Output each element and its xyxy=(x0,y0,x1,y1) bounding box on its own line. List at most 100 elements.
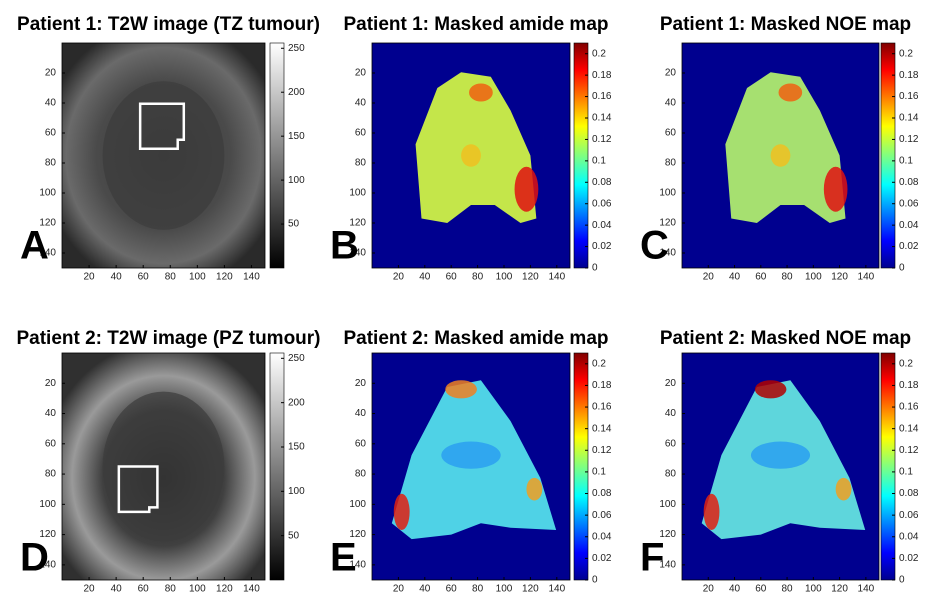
colorbar-tick-label: 0.04 xyxy=(899,220,919,231)
y-tick-label: 60 xyxy=(665,128,677,139)
map-hotspot xyxy=(445,380,477,399)
y-tick-label: 120 xyxy=(39,218,56,229)
y-tick-label: 80 xyxy=(355,158,367,169)
x-tick-label: 40 xyxy=(111,272,123,283)
colorbar xyxy=(269,352,285,581)
y-tick-label: 140 xyxy=(349,248,366,259)
panel-letter: A xyxy=(20,224,49,268)
colorbar xyxy=(573,42,589,269)
colorbar-tick-label: 0.2 xyxy=(592,358,606,369)
map-hotspot xyxy=(393,493,410,531)
x-tick-label: 120 xyxy=(522,584,539,595)
colorbar-tick-label: 0.14 xyxy=(592,113,612,124)
colorbar-tick-label: 0.18 xyxy=(592,70,612,81)
panel-letter: B xyxy=(330,224,359,268)
map-hotspot xyxy=(754,380,787,399)
panel-title: Patient 2: T2W image (PZ tumour) xyxy=(16,328,320,349)
y-tick-label: 120 xyxy=(349,218,366,229)
colorbar-tick-label: 150 xyxy=(288,442,305,453)
y-tick-label: 120 xyxy=(659,529,676,540)
x-tick-label: 80 xyxy=(782,584,794,595)
colorbar-tick-label: 0.12 xyxy=(899,445,919,456)
map-hotspot xyxy=(461,144,481,167)
y-tick-label: 120 xyxy=(659,218,676,229)
colorbar-tick-label: 0.18 xyxy=(592,380,612,391)
x-tick-label: 140 xyxy=(243,272,260,283)
y-tick-label: 20 xyxy=(355,68,367,79)
x-tick-label: 40 xyxy=(729,584,741,595)
colorbar-tick-label: 50 xyxy=(288,530,300,541)
map-hotspot xyxy=(703,493,720,531)
panel-letter: E xyxy=(330,536,357,580)
colorbar-tick-label: 0.02 xyxy=(592,553,612,564)
colorbar-tick-label: 0.14 xyxy=(899,113,919,124)
x-tick-label: 40 xyxy=(419,272,431,283)
map-hotspot xyxy=(441,441,501,469)
colorbar-tick-label: 0.1 xyxy=(592,155,606,166)
y-tick-label: 140 xyxy=(349,560,366,571)
x-tick-label: 100 xyxy=(189,272,206,283)
y-tick-label: 80 xyxy=(45,469,57,480)
x-tick-label: 60 xyxy=(138,272,150,283)
x-tick-label: 80 xyxy=(165,584,177,595)
plot-frame xyxy=(371,42,571,269)
y-tick-label: 20 xyxy=(665,68,677,79)
colorbar-tick-label: 0.08 xyxy=(592,177,612,188)
roi-outline xyxy=(117,465,159,514)
x-tick-label: 20 xyxy=(393,584,405,595)
y-tick-label: 80 xyxy=(665,469,677,480)
x-tick-label: 100 xyxy=(805,584,822,595)
colorbar-tick-label: 50 xyxy=(288,219,300,230)
colorbar-tick-label: 0.06 xyxy=(592,510,612,521)
colorbar-tick-label: 0.04 xyxy=(592,531,612,542)
x-tick-label: 20 xyxy=(84,584,96,595)
map-hotspot xyxy=(526,477,543,501)
x-tick-label: 140 xyxy=(858,584,875,595)
y-tick-label: 20 xyxy=(45,378,57,389)
y-tick-label: 60 xyxy=(45,128,57,139)
x-tick-label: 20 xyxy=(703,272,715,283)
x-tick-label: 100 xyxy=(189,584,206,595)
colorbar-tick-label: 0.06 xyxy=(899,510,919,521)
colorbar-tick-label: 0 xyxy=(899,575,905,586)
colorbar-tick-label: 100 xyxy=(288,175,305,186)
x-tick-label: 60 xyxy=(138,584,150,595)
colorbar-tick-label: 0.08 xyxy=(899,488,919,499)
colorbar-tick-label: 0.1 xyxy=(592,467,606,478)
x-tick-label: 120 xyxy=(522,272,539,283)
map-hotspot xyxy=(835,477,852,501)
colorbar-tick-label: 0.16 xyxy=(592,402,612,413)
plot-frame xyxy=(61,42,266,269)
x-tick-label: 80 xyxy=(782,272,794,283)
colorbar-tick-label: 0.12 xyxy=(899,134,919,145)
map-hotspot xyxy=(514,166,539,212)
colorbar-tick-label: 250 xyxy=(288,353,305,364)
colorbar-tick-label: 0.16 xyxy=(899,91,919,102)
colorbar-tick-label: 0.2 xyxy=(899,48,913,59)
x-tick-label: 40 xyxy=(111,584,123,595)
colorbar-tick-label: 250 xyxy=(288,43,305,54)
colorbar-tick-label: 0.14 xyxy=(592,423,612,434)
colorbar-tick-label: 0.12 xyxy=(592,445,612,456)
colorbar-tick-label: 0.04 xyxy=(899,531,919,542)
colorbar-tick-label: 0.1 xyxy=(899,155,913,166)
colorbar xyxy=(573,352,589,581)
map-hotspot xyxy=(778,83,803,102)
y-tick-label: 80 xyxy=(665,158,677,169)
y-tick-label: 20 xyxy=(355,378,367,389)
y-tick-label: 140 xyxy=(39,560,56,571)
y-tick-label: 40 xyxy=(665,98,677,109)
x-tick-label: 80 xyxy=(165,272,177,283)
colorbar-tick-label: 0.16 xyxy=(899,402,919,413)
y-tick-label: 40 xyxy=(45,408,57,419)
colorbar-tick-label: 0.08 xyxy=(592,488,612,499)
y-tick-label: 40 xyxy=(665,408,677,419)
colorbar-tick-label: 0.04 xyxy=(592,220,612,231)
x-tick-label: 100 xyxy=(805,272,822,283)
y-tick-label: 80 xyxy=(45,158,57,169)
map-hotspot xyxy=(469,83,493,102)
x-tick-label: 120 xyxy=(216,584,233,595)
x-tick-label: 120 xyxy=(831,584,848,595)
y-tick-label: 100 xyxy=(39,188,56,199)
